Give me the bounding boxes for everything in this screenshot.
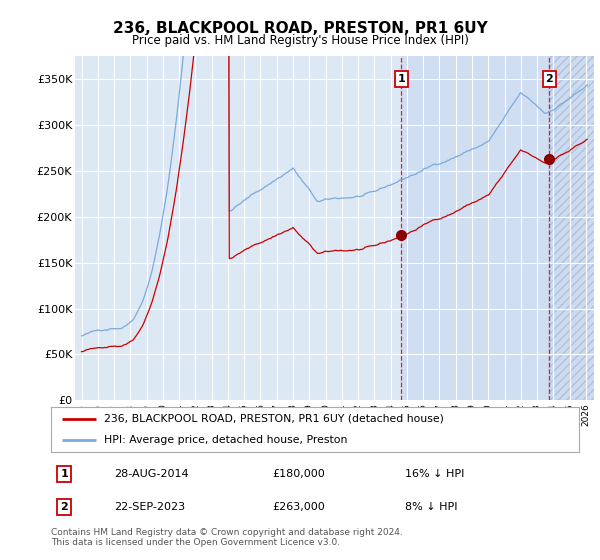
Text: 22-SEP-2023: 22-SEP-2023 xyxy=(115,502,185,512)
Text: 28-AUG-2014: 28-AUG-2014 xyxy=(115,469,189,479)
Text: 1: 1 xyxy=(61,469,68,479)
Text: 1: 1 xyxy=(398,74,406,84)
Text: 236, BLACKPOOL ROAD, PRESTON, PR1 6UY: 236, BLACKPOOL ROAD, PRESTON, PR1 6UY xyxy=(113,21,487,36)
Text: HPI: Average price, detached house, Preston: HPI: Average price, detached house, Pres… xyxy=(104,435,347,445)
Text: 2: 2 xyxy=(545,74,553,84)
Text: £263,000: £263,000 xyxy=(273,502,326,512)
Text: Contains HM Land Registry data © Crown copyright and database right 2024.
This d: Contains HM Land Registry data © Crown c… xyxy=(51,528,403,547)
Text: 8% ↓ HPI: 8% ↓ HPI xyxy=(405,502,457,512)
Text: 16% ↓ HPI: 16% ↓ HPI xyxy=(405,469,464,479)
Bar xyxy=(549,56,600,400)
Text: 236, BLACKPOOL ROAD, PRESTON, PR1 6UY (detached house): 236, BLACKPOOL ROAD, PRESTON, PR1 6UY (d… xyxy=(104,414,443,424)
Text: £180,000: £180,000 xyxy=(273,469,326,479)
Text: Price paid vs. HM Land Registry's House Price Index (HPI): Price paid vs. HM Land Registry's House … xyxy=(131,34,469,46)
Text: 2: 2 xyxy=(61,502,68,512)
Bar xyxy=(401,56,549,400)
